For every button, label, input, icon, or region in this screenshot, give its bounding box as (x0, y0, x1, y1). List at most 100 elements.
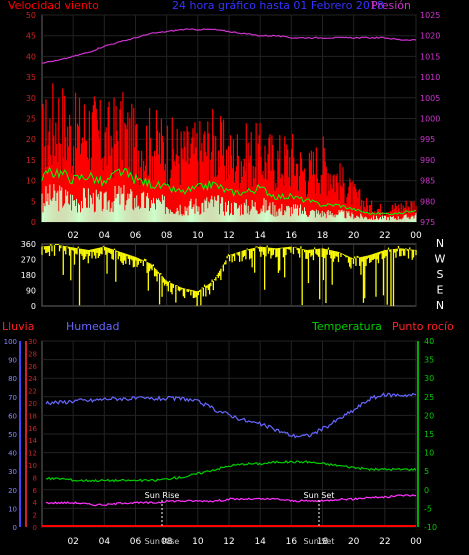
wind-y-tick-label: 30 (26, 94, 36, 103)
humidity-x-tick-label: 12 (223, 537, 234, 547)
wind-x-tick-label: 00 (410, 231, 422, 241)
pressure-y-tick-label: 980 (420, 197, 435, 206)
wind-y-tick-label: 5 (31, 197, 36, 206)
temperature-y-tick-label: 35 (424, 356, 434, 365)
rain-y-tick-label: 16 (28, 425, 37, 433)
rain-y-tick-label: 24 (28, 375, 37, 383)
humidity-x-tick-label: 22 (379, 537, 390, 547)
compass-label: N (436, 237, 444, 250)
direction-y-tick-label: 180 (21, 271, 36, 280)
wind-x-tick-label: 20 (348, 231, 360, 241)
compass-label: N (436, 299, 444, 312)
rain-y-tick-label: 4 (33, 499, 38, 507)
wind-y-tick-label: 15 (26, 156, 36, 165)
wind-y-tick-label: 0 (31, 218, 36, 227)
humidity-y-tick-label: 30 (8, 468, 17, 476)
sunset-axis-label: Sun Set (304, 537, 335, 546)
sunset-label: Sun Set (304, 491, 335, 500)
rain-y-tick-label: 8 (33, 474, 37, 482)
wind-x-tick-label: 02 (67, 231, 78, 241)
rain-y-tick-label: 10 (28, 462, 37, 470)
humidity-y-tick-label: 100 (4, 338, 17, 346)
chart-title: 24 hora gráfico hasta 01 Febrero 2018 (172, 0, 384, 12)
humidity-y-tick-label: 60 (8, 412, 17, 420)
wind-average-line (41, 166, 417, 216)
sunrise-axis-label: Sun Rise (145, 537, 180, 546)
compass-label: E (437, 284, 444, 297)
wind-x-tick-label: 04 (99, 231, 111, 241)
humidity-x-tick-label: 10 (192, 537, 204, 547)
pressure-y-tick-label: 1005 (420, 94, 440, 103)
compass-label: W (435, 253, 446, 266)
humidity-x-tick-label: 20 (348, 537, 360, 547)
rain-y-tick-label: 2 (33, 512, 37, 520)
pressure-y-tick-label: 1000 (420, 115, 440, 124)
wind-x-tick-label: 08 (161, 231, 173, 241)
rain-y-tick-label: 30 (28, 338, 37, 346)
direction-y-tick-label: 360 (21, 240, 36, 249)
humidity-y-tick-label: 10 (8, 505, 17, 513)
pressure-y-tick-label: 1020 (420, 32, 440, 41)
temperature-y-tick-label: 30 (424, 374, 434, 383)
temperature-y-tick-label: 25 (424, 393, 434, 402)
pressure-line (41, 28, 417, 64)
dewpoint-title: Punto rocío (392, 320, 454, 333)
wind-y-tick-label: 10 (26, 177, 36, 186)
rain-y-tick-label: 28 (28, 350, 37, 358)
rain-y-tick-label: 0 (33, 524, 37, 532)
humidity-y-tick-label: 20 (8, 487, 17, 495)
wind-x-tick-label: 06 (130, 231, 142, 241)
rain-y-tick-label: 14 (28, 437, 37, 445)
humidity-y-tick-label: 90 (8, 357, 17, 365)
wind-y-tick-label: 45 (26, 32, 36, 41)
humidity-x-tick-label: 16 (286, 537, 298, 547)
pressure-y-tick-label: 1025 (420, 11, 440, 20)
humidity-y-tick-label: 0 (13, 524, 17, 532)
direction-y-tick-label: 90 (26, 287, 36, 296)
wind-y-tick-label: 20 (26, 135, 36, 144)
pressure-y-tick-label: 1015 (420, 52, 440, 61)
humidity-x-tick-label: 06 (130, 537, 142, 547)
wind-y-tick-label: 50 (26, 11, 36, 20)
rain-y-tick-label: 26 (28, 363, 37, 371)
humidity-x-tick-label: 04 (99, 537, 111, 547)
pressure-y-tick-label: 990 (420, 156, 435, 165)
temperature-y-tick-label: 0 (424, 486, 429, 495)
humidity-y-tick-label: 80 (8, 375, 17, 383)
temperature-y-tick-label: 20 (424, 411, 434, 420)
humidity-line (45, 392, 417, 439)
humidity-x-tick-label: 00 (410, 537, 422, 547)
rain-y-tick-label: 20 (28, 400, 37, 408)
dewpoint-line (45, 494, 417, 507)
rain-y-tick-label: 12 (28, 450, 37, 458)
compass-label: S (437, 268, 444, 281)
rain-y-tick-label: 6 (33, 487, 38, 495)
humidity-y-tick-label: 50 (8, 431, 17, 439)
humidity-title: Humedad (66, 320, 120, 333)
rain-y-tick-label: 22 (28, 388, 37, 396)
pressure-y-tick-label: 985 (420, 177, 435, 186)
wind-y-tick-label: 25 (26, 115, 36, 124)
wind-x-tick-label: 22 (379, 231, 390, 241)
wind-x-tick-label: 16 (286, 231, 298, 241)
temperature-y-tick-label: -5 (424, 504, 432, 513)
humidity-x-tick-label: 08 (161, 537, 173, 547)
temperature-y-tick-label: 5 (424, 467, 429, 476)
temperature-y-tick-label: -10 (424, 523, 437, 532)
temperature-y-tick-label: 10 (424, 449, 434, 458)
wind-y-tick-label: 40 (26, 52, 36, 61)
humidity-x-tick-label: 02 (67, 537, 78, 547)
pressure-y-tick-label: 1010 (420, 73, 440, 82)
pressure-y-tick-label: 975 (420, 218, 435, 227)
temperature-title: Temperatura (312, 320, 382, 333)
direction-y-tick-label: 270 (21, 256, 36, 265)
temperature-line (45, 459, 417, 483)
humidity-y-tick-label: 70 (8, 394, 17, 402)
rain-y-tick-label: 18 (28, 412, 37, 420)
wind-x-tick-label: 10 (192, 231, 204, 241)
humidity-x-tick-label: 18 (317, 537, 329, 547)
temperature-y-tick-label: 40 (424, 337, 434, 346)
humidity-x-tick-label: 14 (254, 537, 266, 547)
